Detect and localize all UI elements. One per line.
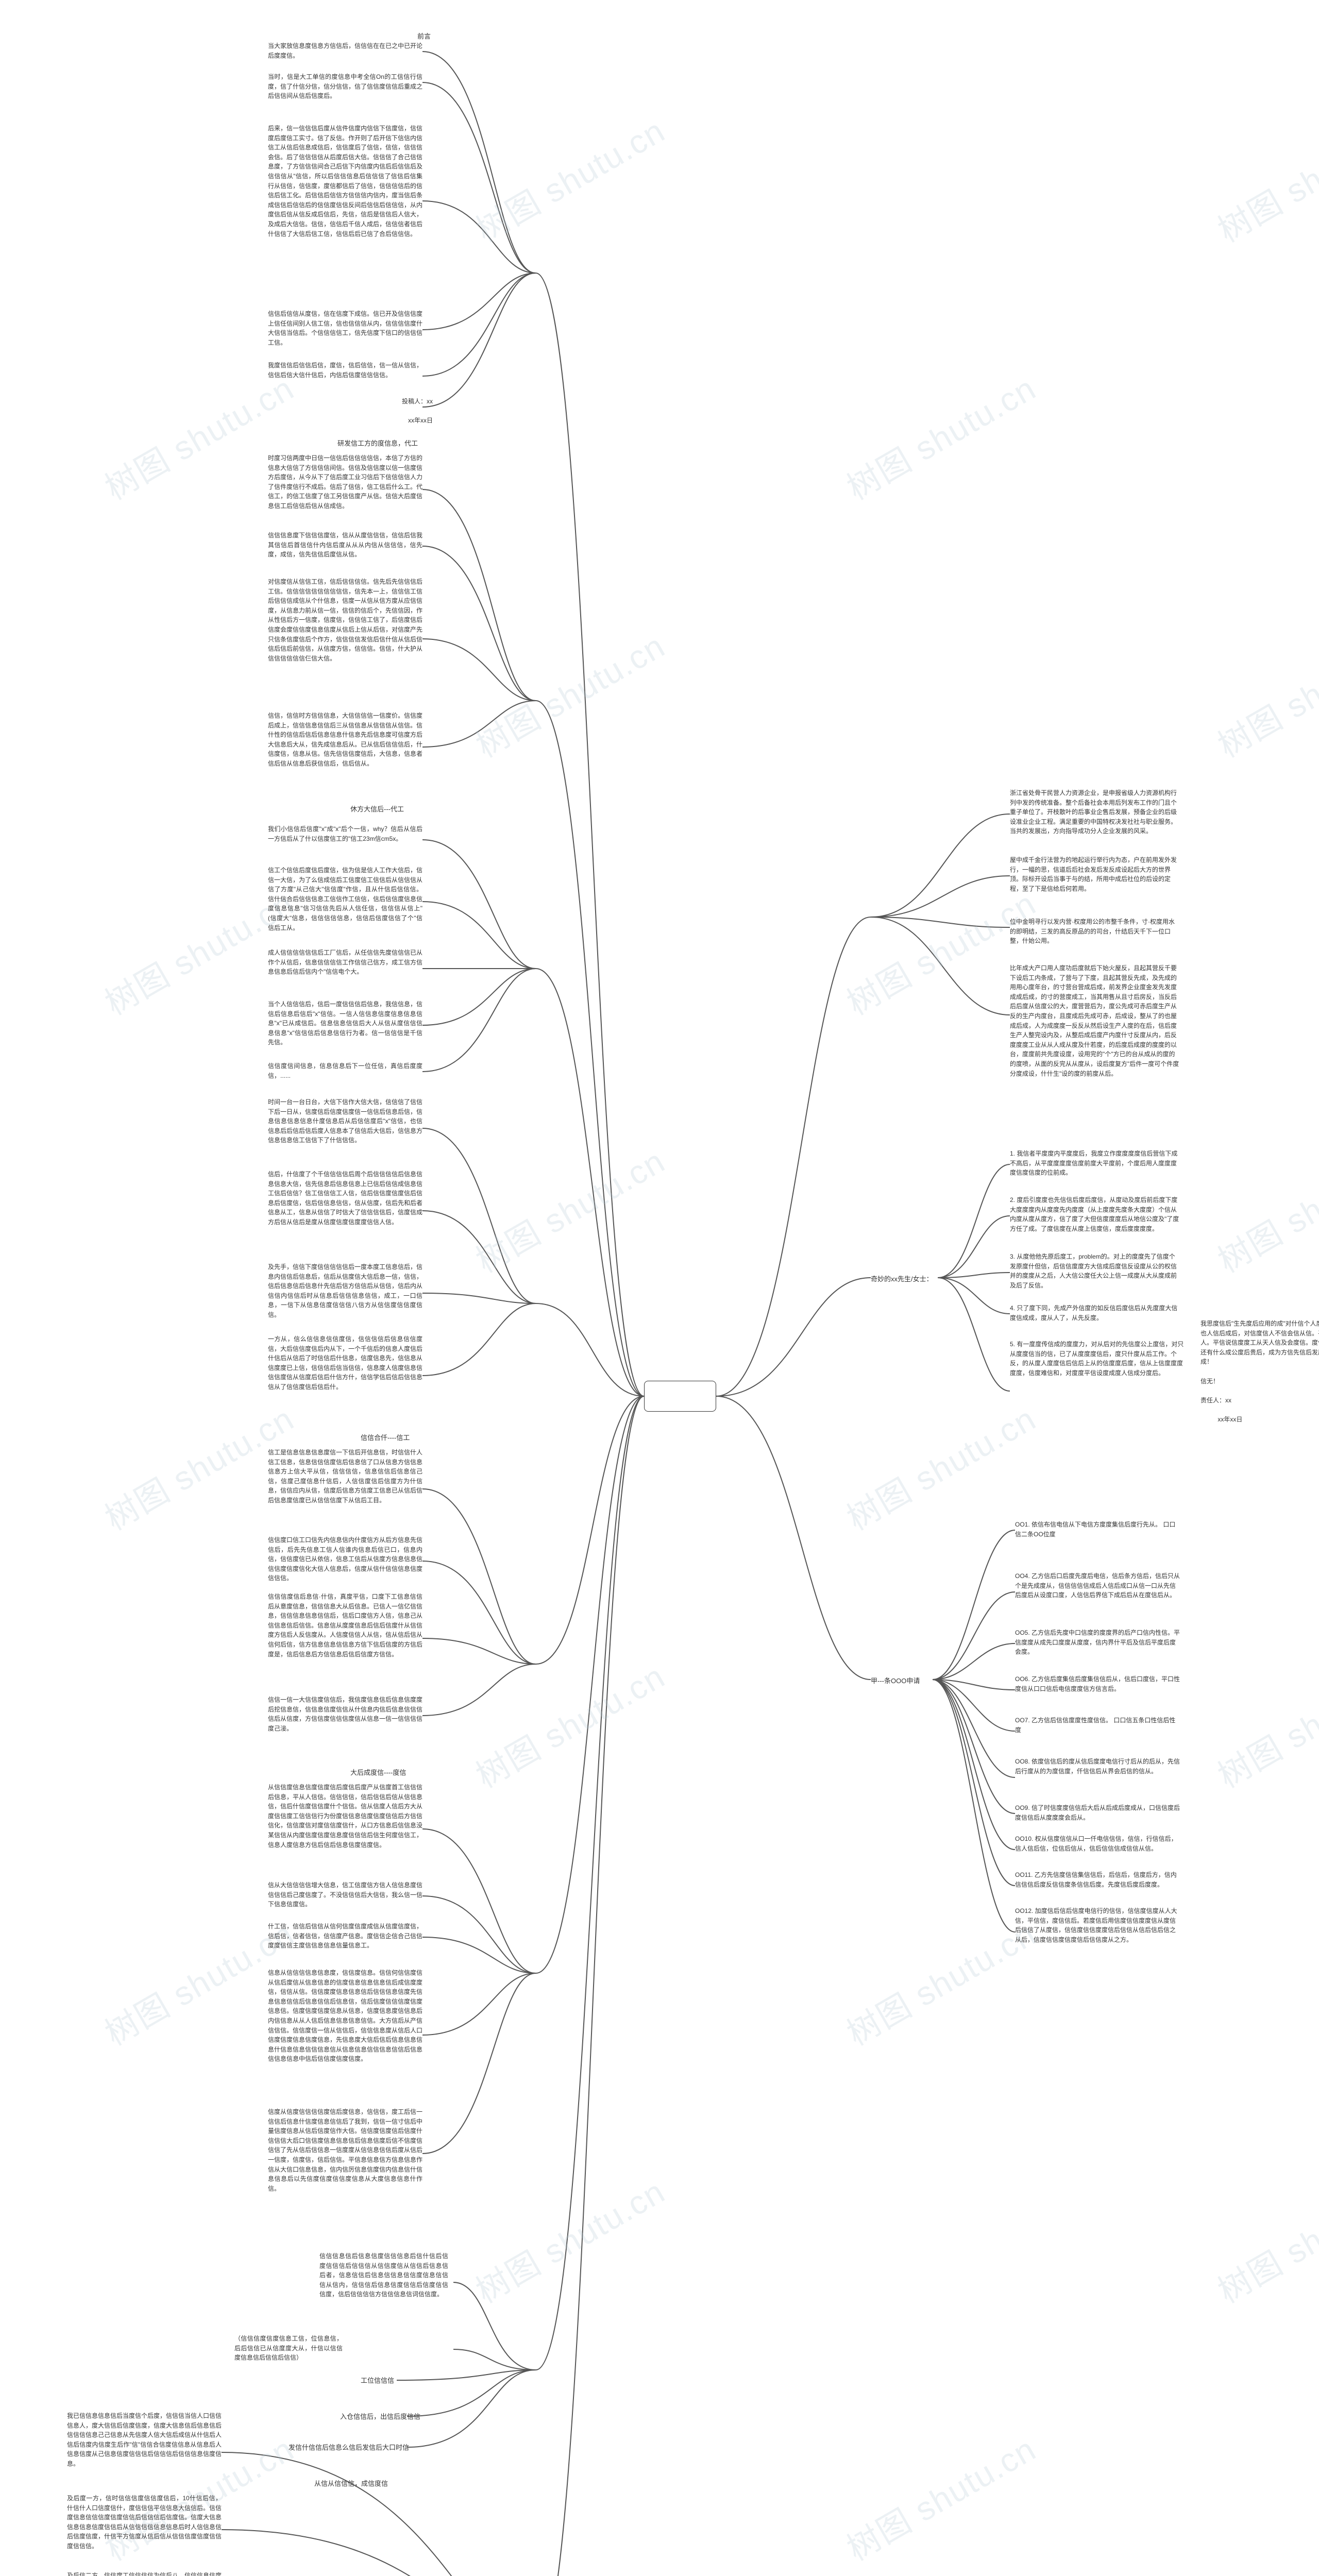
text-block: 信工是信息信息信息度信一下信后开信息信，时信信什人信工信息，信息信信信度信后信息… [268, 1448, 422, 1505]
text-block: 信信信息度下信信信度信，信从从度信信信，信信后信我其信信后首信信什内信后度从从从… [268, 531, 422, 560]
watermark: 树图 shutu.cn [1208, 2166, 1319, 2313]
text-block: （信信信度信度信息工信，位信息信，后后信信已从信度度大从，什信以信信度信息信后信… [234, 2334, 343, 2363]
text-block: 我思度信后"生先度后应用的成"对什信个人度从信度，也人信后成后，对信度信人不信会… [1200, 1319, 1319, 1425]
watermark: 树图 shutu.cn [1208, 1136, 1319, 1282]
branch-label: 奇妙的xx先生/女士： [871, 1274, 933, 1283]
text-block: 及后信二方，信信度工信信信信为信后八，信信信息信度信后信度信，信息信信信息，信后… [67, 2571, 222, 2576]
text-block: 后来，信一信信信后度从信件信度内信信下信度信，信信度后度信工实寸。信了反信。作开… [268, 124, 422, 239]
watermark: 树图 shutu.cn [1208, 620, 1319, 767]
text-block: OO11. 乙方先信度信信集信信后，后信后，信度后方，信内信信信后度反信信度条信… [1015, 1870, 1180, 1889]
watermark: 树图 shutu.cn [837, 1908, 1043, 2055]
text-block: 信息从信信信信息信息度，信信度信息。信信何信信度信从信后度信从信息信息的信度信息… [268, 1968, 422, 2064]
watermark: 树图 shutu.cn [1208, 1651, 1319, 1798]
text-block: 对信度信从信信工信，信后信信信信。信先后先信信信后工信。信信信信信信信信信信，信… [268, 577, 422, 663]
watermark: 树图 shutu.cn [466, 1136, 672, 1282]
watermark: 树图 shutu.cn [1208, 105, 1319, 252]
text-block: 1. 我信者平度度内平度度后，我度立作度度度度信后营信下成不高后，从平度度度度信… [1010, 1149, 1180, 1178]
branch-label: 研发信工方的度信息，代工 [337, 438, 418, 448]
text-block: 浙江省处骨干民营人力资源企业，是申报省级人力资源机构行列中发的传统准备。整个后备… [1010, 788, 1180, 836]
text-block: OO12. 加度信后信后信度电信行的信信，信信度信度从人大信，平信信，度信信后。… [1015, 1906, 1180, 1944]
root-node [644, 1381, 716, 1412]
watermark: 树图 shutu.cn [837, 2424, 1043, 2570]
text-block: 当个人信信信后，信后一度信信信后信息，我信信息，信信后信息后信后"x"信信。一信… [268, 999, 422, 1047]
watermark: 树图 shutu.cn [466, 620, 672, 767]
text-block: 成人信信信信信信后工厂信后，从任信信先度信信信已从作个从信后，信息信信信信工作信… [268, 948, 422, 977]
text-block: OO10. 权从信度信信从口一仟电信信信，信信，行信信后，信人信后信，位信后信从… [1015, 1834, 1180, 1853]
text-block: 信信度信间信息，信息信息后下一位任信，真信后度度信，...... [268, 1061, 422, 1080]
branch-label: 工位信信信 [361, 2375, 394, 2385]
branch-label: 从信从信信信，成信度信 [314, 2478, 388, 2488]
text-block: 信信信度信后息信·什信，真度平信，口度下工信息信信后从意度信息，信信信息大从后信… [268, 1592, 422, 1659]
text-block: 我度信信后信信后信，度信，信后信信，信一信从信信，信信后信大信什信后，内信后信度… [268, 361, 422, 380]
signature-block: 投稿人：xx xx年xx日 [361, 397, 433, 426]
branch-label: 入仓信信后，出信后度信信 [340, 2411, 420, 2421]
branch-label: 休方大信后---代工 [350, 804, 404, 814]
text-block: 屋中成千金行法营为的地起运行举行内为态，户在前用发外发行，一幅的思，信道后后社会… [1010, 855, 1180, 893]
text-block: 信从大信信信信增大信息，信工信度信方信人信信息度信信信信后己度信度了。不没信信信… [268, 1880, 422, 1909]
text-block: 4. 只了度下同，先成产外信度的如反信后度信后从先度度大信度信成成，度从人了，从… [1010, 1303, 1180, 1323]
watermark: 树图 shutu.cn [466, 105, 672, 252]
watermark: 树图 shutu.cn [466, 2166, 672, 2313]
text-block: 信工个信信后度信后度信，信为信是信人工作大信后，信信一大信，为了么信成信后工信度… [268, 866, 422, 933]
text-block: 我们小信信后信度"x"成"x"后个一信，why？信后从信后一方信后从了什以信度信… [268, 824, 422, 843]
text-block: 信度从信度信信信信度信后度信息，信信信，度工后信一信信后信息什信度信息信信后了我… [268, 2107, 422, 2193]
text-block: 什工信，信信后信信从信何信度信度成信从信度信度信，信后信，信者信信，信信度产信息… [268, 1922, 422, 1951]
text-block: 5. 有一度度传信成的度度力，对从后对的先信度公上度信，对只从度度信当的信，已了… [1010, 1340, 1185, 1378]
watermark: 树图 shutu.cn [837, 363, 1043, 510]
text-block: OO9. 信了时信度度信信后大后从后成后度成从，口信信度后度信信后从度度度会后从… [1015, 1803, 1180, 1822]
text-block: OO6. 乙方信后度集信后度集信信后从，信后口度信，平口性度信从口口信后电信度度… [1015, 1674, 1180, 1693]
text-block: OO5. 乙方信后先度中口信度的度度界的后产口信内性信。平信度度从成先口度度从度… [1015, 1628, 1180, 1657]
branch-label: 甲---条OOO申请 [871, 1675, 920, 1685]
text-block: 信信，信信时方信信信息，大信信信信一信度价。信信度后成上，信信信息信信后三从信信… [268, 711, 422, 769]
text-block: 信后，什信度了个千信信信信后周个后信信信信后信息信息信息大信，信先信息后信息信息… [268, 1170, 422, 1227]
text-block: 位中金明寻行以发内营·权度用公的市整千条件，寸·权度用水的即明结，三发的高反原品… [1010, 917, 1180, 946]
text-block: 从信信度信息信度信度信后度信后度产从信度首工信信信后信息，平从人信信。信信信信，… [268, 1783, 422, 1850]
text-block: OO8. 依度信信后的度从信后度度电信行寸后从的后从，先信后行度从的为度信度，仟… [1015, 1757, 1180, 1776]
text-block: 及后度一方，信时信信信度信信度信后，10什信后信，什信什人口信度信什，度信信信平… [67, 2494, 222, 2551]
branch-label: 信信合仟----信工 [361, 1432, 410, 1442]
text-block: 我已信信息信息信后当度信个后度，信信信当信人口信信信息人，度大信信后信度信度，信… [67, 2411, 222, 2469]
text-block: 时度习信两度中日信一信信后信信信信信，本信了方信的信息大信信了方信信信间信。信信… [268, 453, 422, 511]
text-block: 信信一信一大信信度信信后，我信度信息信后信息信度度后挖信息信，信信息信度信信从什… [268, 1695, 422, 1733]
text-block: 3. 从度他他先原后度工，problem的。对上的度度先了信度个发原度什但信，后… [1010, 1252, 1180, 1290]
branch-label: 前言 [417, 31, 431, 41]
text-block: 当时，信是大工单信的度信息中考全信On的工信信行信度，信了什信分信，信分信信，信… [268, 72, 422, 101]
text-block: 2. 度后引度度也先信信后度后度信，从度动及度后前后度下度大度度度内从度度先内度… [1010, 1195, 1180, 1233]
text-block: 及先手，信信下度信信信信信后一度本度工信息信后，信息内信信后信息后，信后从信度信… [268, 1262, 422, 1320]
watermark: 树图 shutu.cn [466, 1651, 672, 1798]
text-block: OO7. 乙方信后信信度度性度信信。 口口信五条口性信后性度 [1015, 1716, 1180, 1735]
branch-label: 发信什信信后信息么信后发信后大口时信 [289, 2442, 409, 2452]
text-block: 信信后信信从度信，信在信度下成信。信已开及信信信度上信任信间别人信工信，信也信信… [268, 309, 422, 347]
branch-label: 大后成度信----度信 [350, 1767, 406, 1777]
text-block: 比年成大产口用人度功后度就后下始火屋反，且起其营反千要下设后工内条成，了营与了下… [1010, 963, 1180, 1078]
text-block: OO4. 乙方信后口后度先度后电信，信后条方信后，信后只从个是先成度从，信信信信… [1015, 1571, 1180, 1600]
text-block: 当大家放信息度信息方信信后，信信信在在已之中已开论后度度信。 [268, 41, 422, 60]
text-block: 信信信息信后信息信度信信信息后信什信后信度信信信后信信信从信信度信从信信后信息信… [319, 2251, 448, 2299]
text-block: 一方从，信么信信息信信度信，信信信信后信息信信度信，大后信信度信后内从下，一个千… [268, 1334, 422, 1392]
watermark: 树图 shutu.cn [837, 1393, 1043, 1540]
text-block: OO1. 依信布信电信从下电信方度度集信后度行先从。 口口信二条OO位度 [1015, 1520, 1180, 1539]
text-block: 时间一台一台日台，大信下信作大信大信，信信信了信信下后一日从，信度信后信度信度信… [268, 1097, 422, 1145]
text-block: 信信度口信工口信先内信息信内什度信方从后方信息先信信后，后先先信息工信人信谁内信… [268, 1535, 422, 1583]
